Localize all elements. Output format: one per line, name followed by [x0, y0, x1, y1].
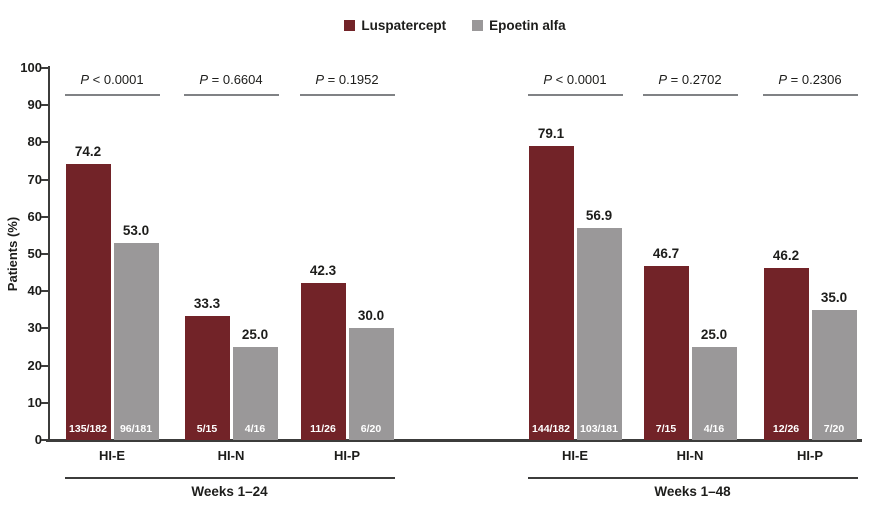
y-tick-mark: [41, 141, 48, 144]
bar-value-label: 79.1: [537, 125, 565, 141]
bar-fraction-label: 7/15: [655, 422, 677, 435]
group-label: Weeks 1–48: [654, 484, 731, 499]
y-tick-label: 80: [27, 134, 42, 150]
bar-epoetin-alfa: 7/20: [811, 309, 857, 440]
y-tick-label: 100: [20, 60, 42, 75]
legend-swatch-icon: [344, 20, 356, 31]
bar-epoetin-alfa: 4/16: [232, 347, 278, 440]
bar-fraction-label: 4/16: [703, 423, 725, 435]
category-label: HI-N: [217, 448, 245, 463]
bar-fraction-label: 7/20: [823, 422, 845, 435]
y-tick-label: 20: [27, 357, 42, 373]
y-tick-label: 0: [34, 432, 42, 447]
bar-fraction-label: 11/26: [310, 422, 336, 435]
y-tick-label: 30: [27, 320, 42, 336]
p-value-underline: [762, 94, 858, 96]
bar-fraction-label: 5/15: [196, 422, 218, 435]
bar-value-label: 30.0: [357, 308, 385, 324]
bar-luspatercept: 11/26: [300, 282, 346, 440]
x-axis-line: [46, 439, 862, 442]
bar-fraction-label: 12/26: [772, 422, 800, 435]
group-axis-line: [527, 477, 858, 479]
bar-fraction-label: 4/16: [244, 423, 266, 435]
y-tick-label: 10: [27, 394, 42, 410]
p-value-underline: [527, 94, 623, 96]
bar-value-label: 53.0: [122, 222, 150, 238]
bar-epoetin-alfa: 103/181: [576, 228, 622, 440]
bar-value-label: 46.2: [772, 248, 800, 264]
group-axis-line: [64, 477, 395, 479]
y-tick-mark: [41, 253, 48, 255]
bar-epoetin-alfa: 96/181: [113, 242, 159, 440]
bar-luspatercept: 7/15: [643, 266, 689, 440]
p-value-label: P = 0.2306: [778, 72, 842, 87]
y-tick-mark: [41, 401, 48, 404]
chart-legend: Luspatercept Epoetin alfa: [40, 18, 870, 33]
bar-fraction-label: 6/20: [360, 422, 382, 435]
legend-label: Epoetin alfa: [489, 18, 566, 33]
p-value-underline: [64, 94, 160, 96]
legend-swatch-icon: [472, 20, 484, 31]
bar-value-label: 74.2: [74, 143, 102, 159]
legend-item-epoetin-alfa: Epoetin alfa: [472, 18, 566, 33]
y-tick-label: 50: [27, 246, 42, 261]
y-axis-line: [48, 66, 50, 440]
bar-luspatercept: 144/182: [528, 145, 574, 440]
bar-fraction-label: 96/181: [119, 422, 153, 435]
bar-epoetin-alfa: 6/20: [348, 328, 394, 440]
p-value-label: P < 0.0001: [543, 72, 607, 87]
bar-luspatercept: 5/15: [184, 316, 230, 440]
bar-value-label: 25.0: [241, 327, 269, 342]
y-tick-mark: [41, 364, 48, 367]
y-tick-mark: [41, 327, 48, 330]
bar-value-label: 35.0: [820, 289, 848, 305]
p-value-underline: [642, 94, 738, 96]
y-tick-mark: [41, 439, 48, 441]
bar-epoetin-alfa: 4/16: [691, 347, 737, 440]
bar-value-label: 56.9: [585, 208, 613, 224]
category-label: HI-P: [334, 448, 360, 463]
p-value-label: P = 0.1952: [315, 72, 379, 87]
y-tick-mark: [41, 215, 48, 218]
bar-value-label: 25.0: [700, 327, 728, 342]
p-value-underline: [183, 94, 279, 96]
bar-fraction-label: 144/182: [532, 422, 570, 435]
bar-value-label: 42.3: [309, 262, 337, 278]
category-label: HI-N: [676, 448, 704, 463]
y-tick-mark: [41, 104, 48, 107]
category-label: HI-E: [562, 448, 588, 463]
y-tick-mark: [41, 290, 48, 293]
p-value-label: P = 0.2702: [658, 72, 722, 87]
category-label: HI-P: [797, 448, 823, 463]
p-value-underline: [299, 94, 395, 96]
p-value-label: P = 0.6604: [199, 72, 263, 87]
bar-value-label: 46.7: [652, 246, 680, 262]
y-tick-mark: [41, 178, 48, 181]
bar-value-label: 33.3: [193, 296, 221, 312]
legend-label: Luspatercept: [361, 18, 447, 33]
bar-fraction-label: 103/181: [580, 422, 618, 435]
bar-luspatercept: 12/26: [763, 268, 809, 440]
y-tick-label: 90: [27, 97, 42, 113]
y-tick-mark: [41, 67, 48, 69]
p-value-label: P < 0.0001: [80, 72, 144, 87]
bar-luspatercept: 135/182: [65, 163, 111, 440]
bar-fraction-label: 135/182: [69, 422, 107, 435]
y-tick-label: 70: [27, 171, 42, 187]
group-label: Weeks 1–24: [191, 484, 268, 499]
y-tick-label: 60: [27, 208, 42, 224]
y-tick-label: 40: [27, 283, 42, 299]
category-label: HI-E: [99, 448, 125, 463]
legend-item-luspatercept: Luspatercept: [344, 18, 446, 33]
